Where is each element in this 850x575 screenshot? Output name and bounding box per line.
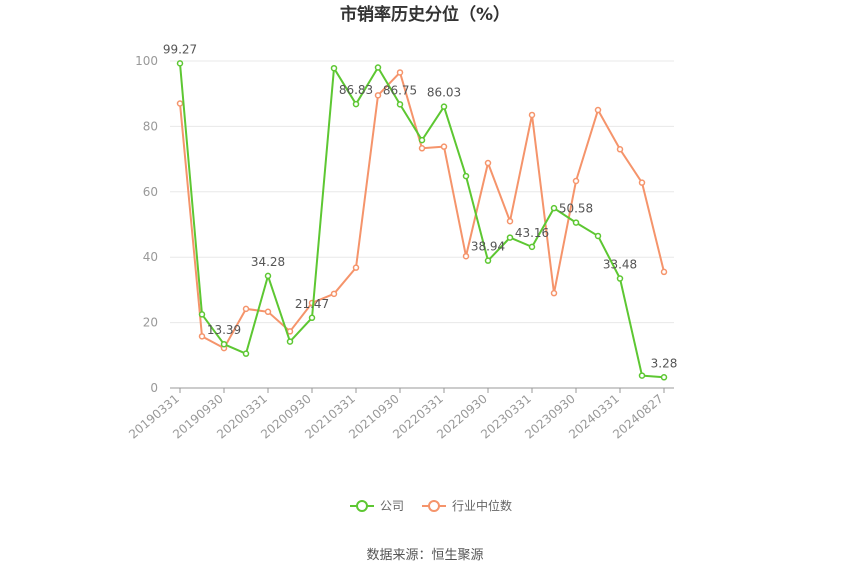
data-label: 86.83	[339, 83, 373, 97]
data-point	[220, 340, 228, 348]
data-point	[242, 350, 250, 357]
y-tick-label: 60	[143, 185, 158, 199]
data-point	[330, 64, 338, 72]
data-point	[418, 136, 426, 144]
y-tick-label: 80	[143, 119, 158, 133]
y-tick-label: 40	[143, 250, 158, 264]
legend[interactable]: 公司 行业中位数	[350, 498, 512, 513]
source-note: 数据来源：恒生聚源	[366, 548, 483, 563]
data-label: 34.28	[251, 255, 285, 269]
data-point	[176, 60, 184, 67]
data-point	[528, 243, 536, 251]
data-point	[440, 103, 448, 110]
data-point	[660, 268, 668, 276]
y-tick-label: 100	[135, 54, 158, 68]
data-point	[660, 374, 668, 381]
data-point	[330, 290, 338, 298]
data-point	[396, 101, 404, 108]
legend-label: 公司	[380, 499, 404, 513]
data-label: 86.75	[383, 83, 417, 97]
data-label: 99.27	[163, 42, 197, 56]
data-point	[462, 172, 470, 180]
y-tick-label: 0	[150, 381, 158, 395]
data-label: 38.94	[471, 240, 505, 254]
chart-title: 市销率历史分位（%）	[340, 4, 510, 25]
data-label: 21.47	[295, 297, 329, 311]
data-point	[264, 272, 272, 280]
data-point	[506, 217, 514, 225]
y-tick-label: 20	[143, 316, 158, 330]
data-point	[198, 311, 206, 318]
data-point	[242, 305, 250, 313]
data-point	[264, 308, 272, 316]
data-point	[462, 252, 470, 260]
data-point	[352, 264, 360, 271]
data-point	[440, 143, 448, 150]
data-point	[550, 289, 558, 297]
data-point	[484, 257, 492, 264]
legend-swatch-marker	[428, 500, 440, 512]
legend-swatch-marker	[356, 500, 368, 512]
data-point	[308, 314, 316, 322]
data-point	[638, 372, 646, 379]
data-label: 3.28	[651, 356, 678, 370]
data-label: 50.58	[559, 202, 593, 216]
data-label: 86.03	[427, 86, 461, 100]
grid-lines	[170, 60, 674, 324]
data-point	[594, 232, 602, 240]
y-axis: 0 20 40 60 80 100	[135, 54, 158, 395]
data-point	[550, 204, 558, 212]
data-point	[374, 92, 382, 99]
data-point	[484, 159, 492, 167]
data-point	[418, 145, 426, 152]
data-point	[198, 333, 206, 340]
data-label: 13.39	[207, 323, 241, 337]
data-point	[352, 100, 360, 108]
series-line	[179, 63, 665, 379]
data-point	[286, 338, 294, 345]
data-point	[616, 146, 624, 153]
data-point	[638, 179, 646, 186]
data-point	[572, 219, 580, 226]
data-point	[528, 111, 536, 119]
data-point	[396, 69, 404, 76]
data-labels: 99.27 13.39 34.28 21.47 86.83 86.75 86.03 38.94…	[163, 42, 678, 370]
data-point	[572, 177, 580, 185]
series-layer	[176, 60, 668, 381]
data-point	[594, 106, 602, 114]
data-label: 33.48	[603, 258, 637, 272]
data-point	[286, 328, 294, 335]
data-point	[616, 275, 624, 282]
data-point	[176, 100, 184, 107]
data-point	[374, 64, 382, 71]
legend-label: 行业中位数	[452, 498, 512, 513]
data-point	[506, 234, 514, 241]
data-label: 43.16	[515, 226, 549, 240]
x-axis: 2019033120190930202003312020093020210331…	[126, 387, 674, 442]
